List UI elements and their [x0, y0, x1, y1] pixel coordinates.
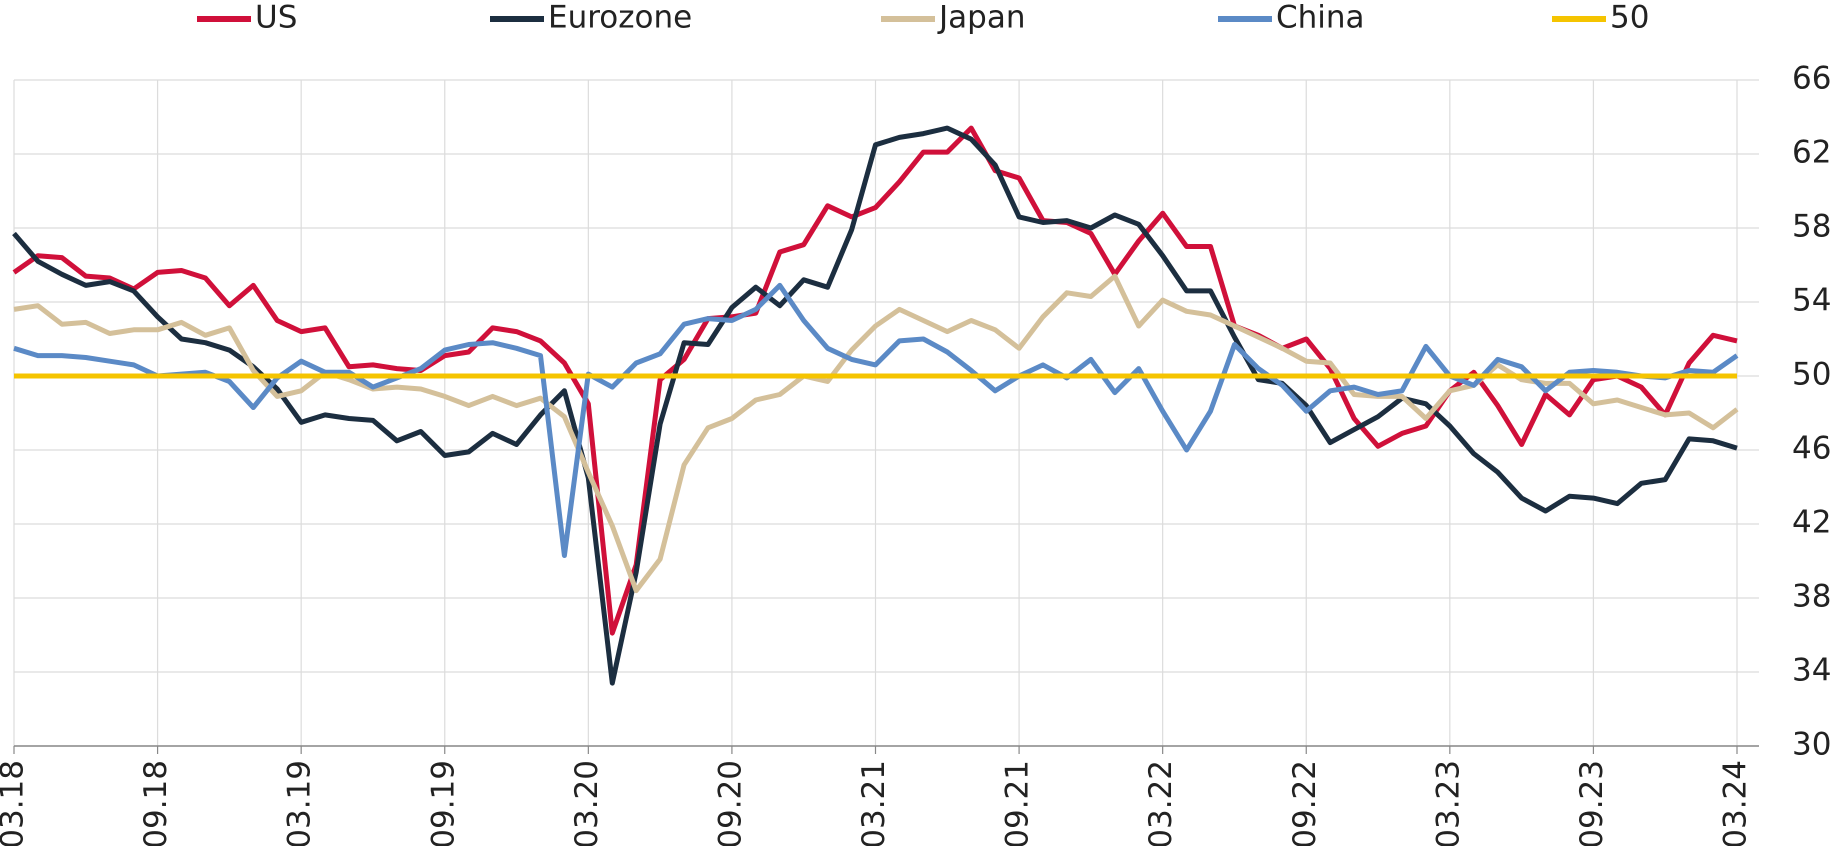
- x-tick-label: 03.22: [1143, 760, 1179, 846]
- y-tick-label: 66: [1792, 61, 1831, 97]
- x-tick-label: 09.23: [1574, 760, 1610, 846]
- x-tick-label: 03.24: [1718, 760, 1754, 846]
- y-tick-label: 54: [1792, 283, 1831, 319]
- x-tick-label: 03.18: [0, 760, 31, 846]
- y-tick-label: 42: [1792, 505, 1831, 541]
- y-tick-label: 46: [1792, 431, 1831, 467]
- x-tick-label: 09.20: [712, 760, 748, 846]
- legend-label: US: [255, 0, 297, 36]
- y-tick-label: 34: [1792, 653, 1831, 689]
- y-tick-label: 58: [1792, 209, 1831, 245]
- x-tick-label: 03.23: [1430, 760, 1466, 846]
- x-tick-label: 03.19: [282, 760, 318, 846]
- series-line: [12, 125, 1738, 686]
- legend-label: 50: [1610, 0, 1649, 36]
- y-tick-label: 38: [1792, 579, 1831, 615]
- legend-label: China: [1276, 0, 1365, 36]
- x-tick-label: 09.18: [138, 760, 174, 846]
- series-line: [13, 273, 1739, 594]
- x-tick-label: 09.21: [1000, 760, 1036, 846]
- x-tick-label: 09.22: [1287, 760, 1323, 846]
- y-tick-label: 30: [1792, 727, 1831, 763]
- legend-label: Eurozone: [548, 0, 692, 36]
- x-tick-label: 03.20: [569, 760, 605, 846]
- legend-label: Japan: [937, 0, 1025, 36]
- x-tick-label: 09.19: [425, 760, 461, 846]
- y-tick-label: 62: [1792, 135, 1831, 171]
- x-tick-label: 03.21: [856, 760, 892, 846]
- y-tick-label: 50: [1792, 357, 1831, 393]
